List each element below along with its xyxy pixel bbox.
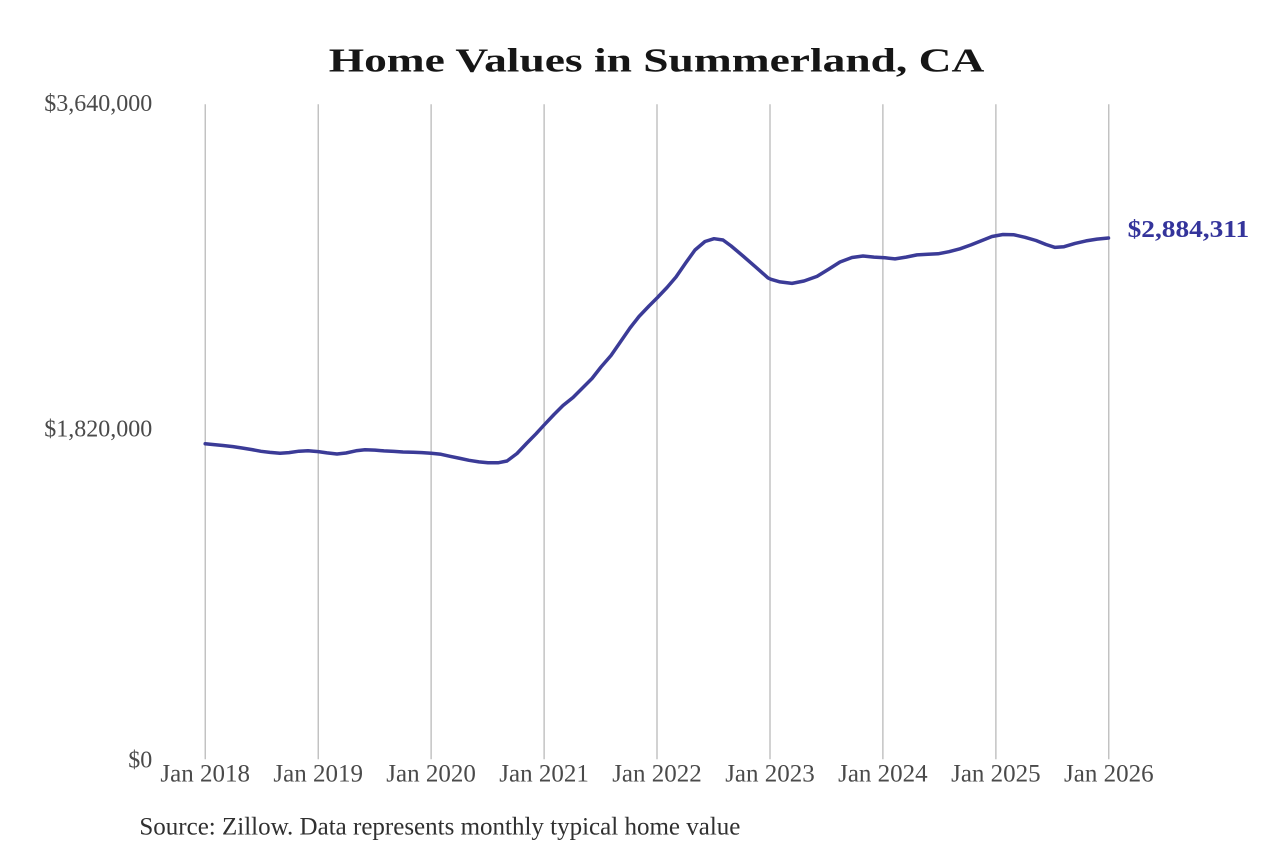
svg-text:$1,820,000: $1,820,000 [44, 417, 152, 443]
svg-text:Jan 2019: Jan 2019 [273, 761, 363, 788]
svg-text:Jan 2026: Jan 2026 [1064, 761, 1154, 788]
svg-text:Source: Zillow. Data represent: Source: Zillow. Data represents monthly … [139, 813, 740, 840]
svg-text:Jan 2025: Jan 2025 [951, 761, 1041, 788]
svg-text:Jan 2022: Jan 2022 [612, 761, 702, 788]
svg-text:Jan 2021: Jan 2021 [499, 761, 589, 788]
svg-text:$2,884,311: $2,884,311 [1128, 216, 1250, 243]
svg-text:Jan 2020: Jan 2020 [386, 761, 476, 788]
svg-text:Jan 2024: Jan 2024 [838, 761, 928, 788]
svg-text:Home Values in Summerland, CA: Home Values in Summerland, CA [329, 41, 985, 79]
svg-text:$3,640,000: $3,640,000 [44, 91, 152, 117]
svg-text:Jan 2018: Jan 2018 [160, 761, 250, 788]
svg-text:$0: $0 [128, 748, 152, 774]
svg-text:Jan 2023: Jan 2023 [725, 761, 815, 788]
